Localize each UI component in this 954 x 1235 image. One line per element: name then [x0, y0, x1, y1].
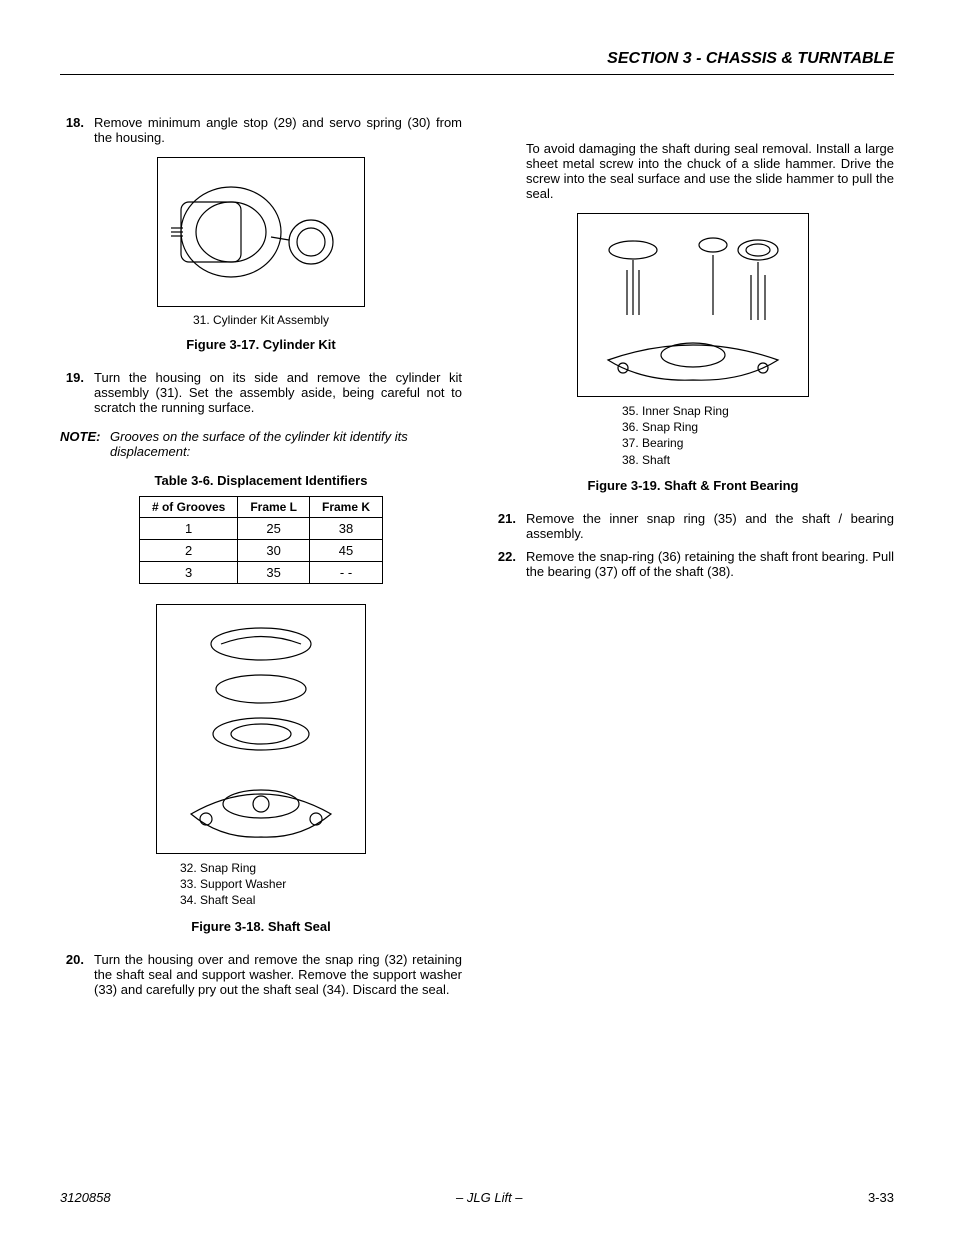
step-number: 21. [492, 511, 526, 541]
table-cell: 38 [310, 518, 383, 540]
table-cell: 30 [238, 540, 310, 562]
left-column: 18. Remove minimum angle stop (29) and s… [60, 115, 462, 1178]
table-cell: 3 [139, 562, 237, 584]
step-text: Remove minimum angle stop (29) and servo… [94, 115, 462, 145]
table-row: 3 35 - - [139, 562, 382, 584]
note-text: Grooves on the surface of the cylinder k… [110, 429, 462, 459]
figure-3-18-image [156, 604, 366, 854]
note-label: NOTE: [60, 429, 110, 459]
table-row: 1 25 38 [139, 518, 382, 540]
callout-item: 35. Inner Snap Ring [622, 403, 894, 419]
step-19: 19. Turn the housing on its side and rem… [60, 370, 462, 415]
figure-3-19-callouts: 35. Inner Snap Ring 36. Snap Ring 37. Be… [622, 403, 894, 468]
figure-3-19-image [577, 213, 809, 397]
step-text: Remove the snap-ring (36) retaining the … [526, 549, 894, 579]
callout-item: 36. Snap Ring [622, 419, 894, 435]
figure-3-17-caption: Figure 3-17. Cylinder Kit [60, 337, 462, 352]
table-header: # of Grooves [139, 497, 237, 518]
step-text: Turn the housing over and remove the sna… [94, 952, 462, 997]
step-number: 22. [492, 549, 526, 579]
table-header: Frame L [238, 497, 310, 518]
page: SECTION 3 - CHASSIS & TURNTABLE 18. Remo… [0, 0, 954, 1235]
spacer [492, 141, 526, 201]
step-21: 21. Remove the inner snap ring (35) and … [492, 511, 894, 541]
table-cell: 25 [238, 518, 310, 540]
shaft-bearing-lineart [583, 220, 803, 390]
callout-item: 38. Shaft [622, 452, 894, 468]
step-text: Turn the housing on its side and remove … [94, 370, 462, 415]
table-row: 2 30 45 [139, 540, 382, 562]
figure-3-17-image [157, 157, 365, 307]
right-column: To avoid damaging the shaft during seal … [492, 115, 894, 1178]
footer-page-number: 3-33 [868, 1190, 894, 1205]
table-cell: 45 [310, 540, 383, 562]
callout-item: 33. Support Washer [180, 876, 462, 892]
note: NOTE: Grooves on the surface of the cyli… [60, 429, 462, 459]
table-header: Frame K [310, 497, 383, 518]
step-22: 22. Remove the snap-ring (36) retaining … [492, 549, 894, 579]
footer-center: – JLG Lift – [456, 1190, 522, 1205]
figure-3-19-caption: Figure 3-19. Shaft & Front Bearing [492, 478, 894, 493]
cylinder-kit-lineart [161, 162, 361, 302]
figure-3-18-caption: Figure 3-18. Shaft Seal [60, 919, 462, 934]
table-cell: - - [310, 562, 383, 584]
spacer [492, 115, 894, 141]
table-3-6: # of Grooves Frame L Frame K 1 25 38 2 3… [139, 496, 383, 584]
continuation-paragraph: To avoid damaging the shaft during seal … [492, 141, 894, 201]
callout-item: 34. Shaft Seal [180, 892, 462, 908]
table-cell: 1 [139, 518, 237, 540]
table-3-6-caption: Table 3-6. Displacement Identifiers [60, 473, 462, 488]
section-header: SECTION 3 - CHASSIS & TURNTABLE [60, 50, 894, 75]
table-header-row: # of Grooves Frame L Frame K [139, 497, 382, 518]
callout-item: 37. Bearing [622, 435, 894, 451]
step-number: 19. [60, 370, 94, 415]
step-18: 18. Remove minimum angle stop (29) and s… [60, 115, 462, 145]
step-number: 18. [60, 115, 94, 145]
table-cell: 2 [139, 540, 237, 562]
page-footer: 3120858 – JLG Lift – 3-33 [60, 1178, 894, 1205]
step-number: 20. [60, 952, 94, 997]
figure-3-17-callout: 31. Cylinder Kit Assembly [60, 313, 462, 327]
step-20: 20. Turn the housing over and remove the… [60, 952, 462, 997]
footer-left: 3120858 [60, 1190, 111, 1205]
figure-3-18-callouts: 32. Snap Ring 33. Support Washer 34. Sha… [180, 860, 462, 909]
shaft-seal-lineart [161, 609, 361, 849]
table-cell: 35 [238, 562, 310, 584]
step-text: Remove the inner snap ring (35) and the … [526, 511, 894, 541]
content-columns: 18. Remove minimum angle stop (29) and s… [60, 115, 894, 1178]
callout-item: 32. Snap Ring [180, 860, 462, 876]
paragraph-text: To avoid damaging the shaft during seal … [526, 141, 894, 201]
